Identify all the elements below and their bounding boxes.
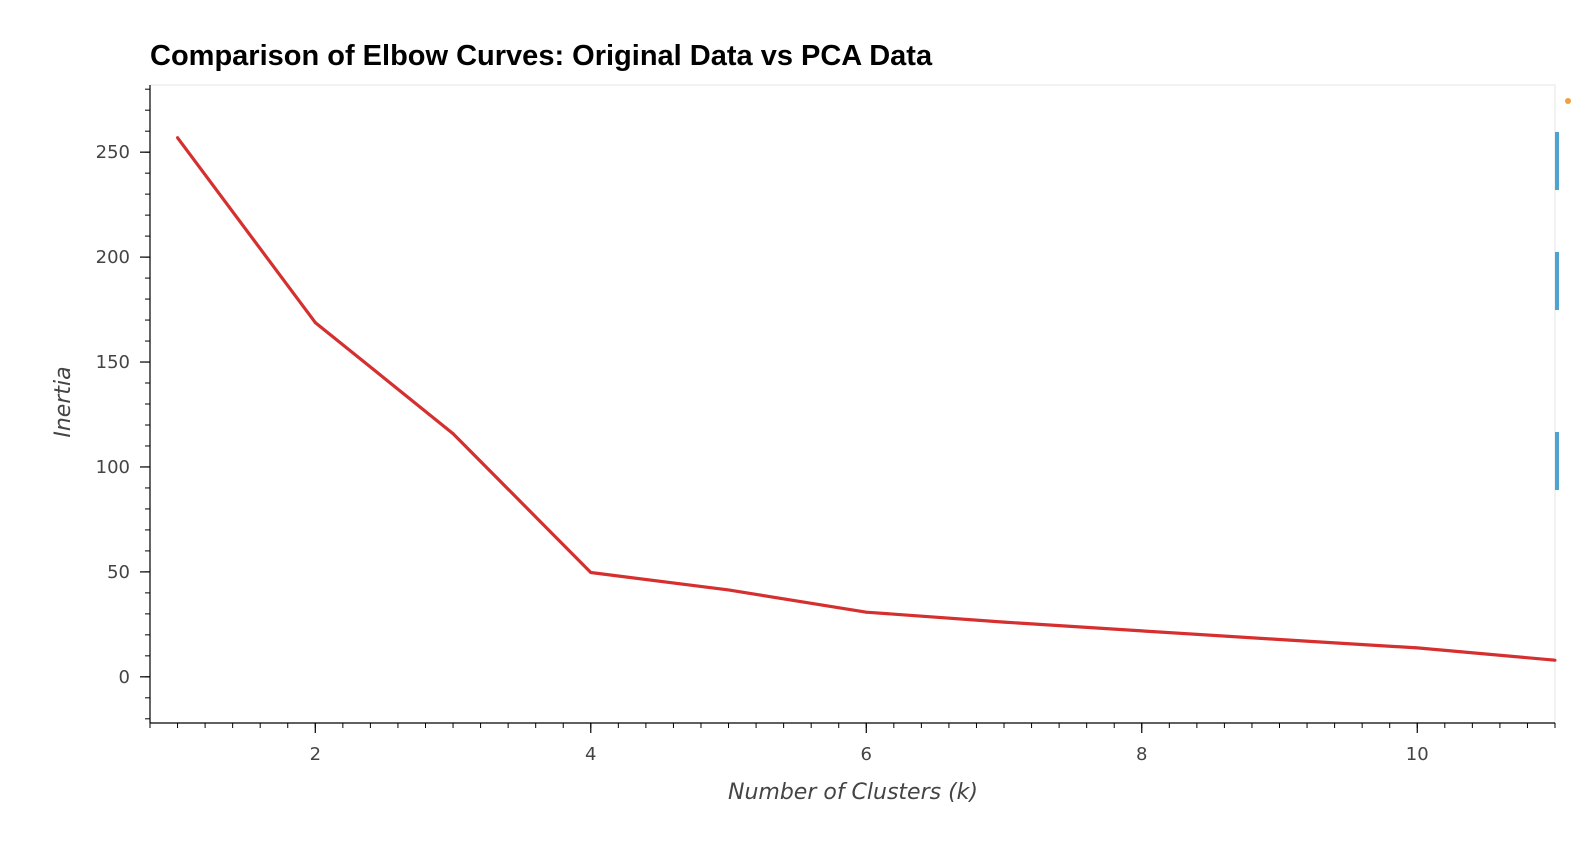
- data-point: [1278, 637, 1282, 641]
- chart-title: Comparison of Elbow Curves: Original Dat…: [150, 40, 933, 72]
- data-point: [589, 571, 593, 575]
- legend-swatches: [1555, 98, 1571, 490]
- legend-marker: [1565, 98, 1571, 104]
- data-point: [313, 321, 317, 325]
- x-tick-label: 4: [585, 744, 596, 765]
- x-tick-label: 8: [1136, 744, 1147, 765]
- y-tick-label: 0: [119, 667, 130, 688]
- y-tick-label: 250: [96, 142, 130, 163]
- series-line: [176, 136, 1556, 662]
- legend-swatch: [1555, 132, 1559, 190]
- y-tick-label: 200: [96, 247, 130, 268]
- data-point: [864, 610, 868, 614]
- data-point: [1415, 646, 1419, 650]
- x-tick-label: 10: [1406, 744, 1429, 765]
- data-point: [1553, 658, 1557, 662]
- y-tick-label: 100: [96, 457, 130, 478]
- data-point: [1002, 620, 1006, 624]
- legend-swatch: [1555, 252, 1559, 310]
- legend-swatch: [1555, 432, 1559, 490]
- x-axis-label: Number of Clusters (k): [728, 780, 978, 805]
- data-point: [727, 588, 731, 592]
- data-point: [176, 136, 180, 140]
- y-axis: 0 50 100 150 200 250: [96, 85, 151, 723]
- data-point: [451, 432, 455, 436]
- x-axis: 2 4 6 8 10: [149, 722, 1556, 765]
- y-tick-label: 50: [107, 562, 130, 583]
- y-axis-label: Inertia: [51, 366, 76, 437]
- x-tick-label: 6: [861, 744, 872, 765]
- x-tick-label: 2: [310, 744, 321, 765]
- y-tick-label: 150: [96, 352, 130, 373]
- series-layer: [176, 136, 1557, 662]
- plot-frame: [149, 84, 1556, 724]
- data-point: [1140, 629, 1144, 633]
